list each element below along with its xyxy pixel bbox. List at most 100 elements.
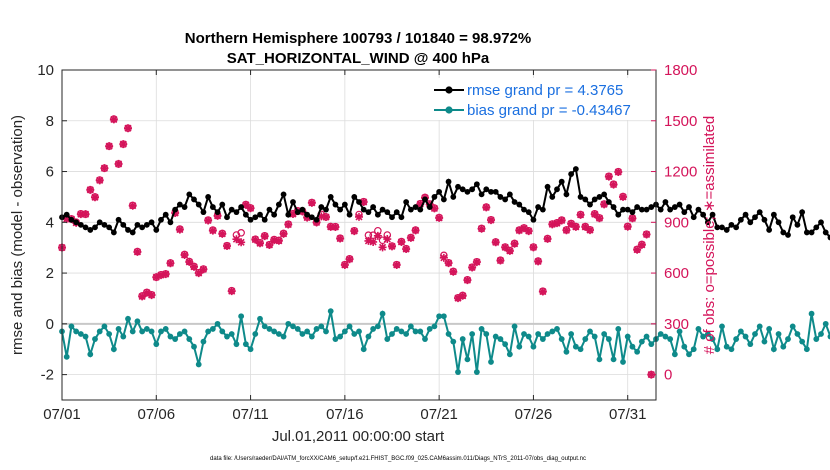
bias-data-point <box>139 328 146 335</box>
obs-assimilated-marker <box>223 242 231 250</box>
bias-data-point <box>455 369 461 375</box>
bias-data-point <box>186 336 193 342</box>
x-tick-label: 07/21 <box>420 406 458 423</box>
rmse-data-point <box>638 206 645 213</box>
rmse-data-point <box>106 224 113 231</box>
bias-data-point <box>502 341 509 348</box>
rmse-data-point <box>657 206 664 213</box>
bias-data-point <box>577 346 584 353</box>
rmse-data-point <box>365 209 372 216</box>
bias-data-point <box>459 336 466 342</box>
rmse-data-point <box>719 224 725 231</box>
obs-assimilated-marker <box>430 204 439 213</box>
rmse-data-point <box>615 211 622 218</box>
rmse-data-point <box>818 219 824 226</box>
bias-data-point <box>167 333 174 340</box>
rmse-data-point <box>700 211 707 218</box>
rmse-data-point <box>620 206 626 213</box>
obs-assimilated-marker <box>322 213 330 222</box>
rmse-data-point <box>549 194 556 200</box>
y-right-tick-label: 1200 <box>664 164 697 181</box>
obs-assimilated-marker <box>637 240 646 249</box>
obs-assimilated-marker <box>411 226 420 235</box>
bias-data-point <box>431 323 438 330</box>
obs-assimilated-marker <box>510 239 519 248</box>
x-tick-label: 07/16 <box>326 406 364 423</box>
obs-assimilated-marker <box>595 214 604 223</box>
obs-assimilated-marker <box>204 216 213 225</box>
rmse-data-point <box>747 219 754 226</box>
rmse-data-point <box>233 209 240 216</box>
bias-data-point <box>393 326 400 332</box>
obs-assimilated-marker <box>213 211 222 220</box>
rmse-data-point <box>813 224 820 231</box>
obs-assimilated-marker <box>642 230 651 239</box>
obs-assimilated-marker <box>383 235 392 244</box>
footer-data-file: data file: /Users/raeder/DAI/ATM_forcXX/… <box>210 456 586 462</box>
y-left-tick-label: 8 <box>46 113 54 130</box>
bias-data-point <box>379 310 386 317</box>
rmse-data-point <box>77 221 84 228</box>
obs-assimilated-marker <box>175 225 184 234</box>
obs-assimilated-marker <box>586 226 594 235</box>
bias-data-point <box>780 343 787 350</box>
obs-assimilated-marker <box>557 216 566 225</box>
bias-data-point <box>667 336 674 342</box>
obs-assimilated-marker <box>458 291 467 300</box>
bias-data-point <box>582 336 589 342</box>
bias-data-point <box>728 346 735 353</box>
rmse-data-point <box>209 204 216 210</box>
obs-assimilated-marker <box>105 142 114 151</box>
obs-assimilated-marker <box>435 213 444 222</box>
bias-data-point <box>384 336 391 342</box>
obs-assimilated-marker <box>505 246 514 255</box>
obs-assimilated-marker <box>109 115 118 124</box>
bias-data-point <box>417 328 424 335</box>
rmse-data-point <box>756 209 763 216</box>
obs-assimilated-marker <box>350 227 359 236</box>
obs-assimilated-marker <box>515 226 524 235</box>
obs-assimilated-marker <box>284 220 293 229</box>
rmse-data-point <box>469 186 476 193</box>
bias-data-point <box>294 326 301 332</box>
bias-data-point <box>224 333 230 340</box>
bias-data-point <box>752 331 758 337</box>
bias-data-point <box>92 336 98 342</box>
rmse-data-point <box>346 211 353 218</box>
rmse-data-point <box>308 214 315 221</box>
obs-assimilated-marker <box>147 291 156 300</box>
obs-assimilated-marker <box>194 269 203 278</box>
bias-data-point <box>747 341 754 348</box>
chart-title-line2: SAT_HORIZONTAL_WIND @ 400 hPa <box>227 50 490 67</box>
rmse-data-point <box>280 191 287 198</box>
bias-data-point <box>257 315 263 322</box>
x-tick-label: 07/11 <box>232 406 268 423</box>
bias-data-point <box>68 323 75 330</box>
obs-assimilated-marker <box>81 210 90 219</box>
obs-assimilated-marker <box>190 262 198 271</box>
bias-data-point <box>327 308 334 315</box>
rmse-data-point <box>704 219 711 226</box>
rmse-data-point <box>294 209 301 216</box>
bias-data-point <box>634 348 641 355</box>
bias-data-point <box>775 331 782 337</box>
rmse-data-point <box>624 206 631 213</box>
bias-data-point <box>389 331 395 337</box>
bias-data-point <box>629 343 636 350</box>
obs-assimilated-marker <box>166 259 175 268</box>
rmse-data-point <box>591 196 598 203</box>
rmse-data-point <box>511 199 518 205</box>
rmse-data-point <box>393 209 400 216</box>
bias-data-point <box>422 336 428 342</box>
obs-assimilated-marker <box>482 203 491 212</box>
rmse-data-point <box>191 196 197 203</box>
rmse-data-point <box>785 232 791 238</box>
bias-data-point <box>110 346 117 353</box>
legend-box <box>430 78 646 120</box>
bias-data-point <box>82 333 89 340</box>
bias-data-point <box>242 341 249 348</box>
rmse-data-point <box>73 219 80 226</box>
rmse-data-point <box>148 219 155 226</box>
bias-data-point <box>261 323 268 330</box>
rmse-data-point <box>671 204 678 210</box>
